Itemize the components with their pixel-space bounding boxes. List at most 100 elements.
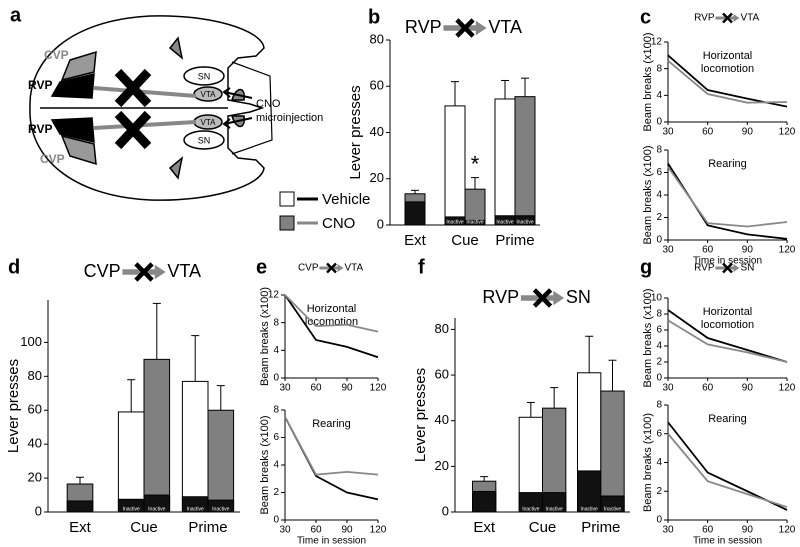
region-label: VTA — [201, 90, 217, 99]
bar — [117, 411, 145, 513]
bar — [514, 96, 536, 226]
x-tick-label: Ext — [69, 519, 92, 536]
data-line — [667, 163, 788, 240]
x-tick-label: 90 — [742, 525, 754, 536]
inactive-label: Inactive — [516, 219, 533, 225]
chart-title: Horizontal — [307, 303, 357, 315]
title-source: RVP — [694, 13, 715, 24]
inactive-label: Inactive — [604, 506, 621, 512]
x-tick-label: Cue — [130, 519, 158, 536]
chart-title: Rearing — [708, 158, 747, 170]
y-tick-label: 0 — [442, 503, 449, 518]
chart-title: locomotion — [701, 319, 754, 331]
title-arrowhead — [154, 264, 166, 280]
inactive-bar — [207, 499, 235, 513]
legend-label: Vehicle — [322, 191, 370, 208]
title-source: CVP — [84, 261, 121, 281]
inactive-bar — [404, 201, 426, 226]
y-tick-label: 10 — [651, 293, 663, 304]
x-tick-label: 30 — [662, 383, 674, 394]
y-tick-label: 4 — [273, 345, 279, 356]
brain-diagram — [29, 15, 273, 201]
y-tick-label: 0 — [656, 373, 662, 384]
y-tick-label: 8 — [656, 145, 662, 156]
chart-title: Rearing — [708, 413, 747, 425]
y-tick-label: 100 — [20, 334, 42, 349]
legend-swatch — [279, 215, 295, 231]
x-tick-label: 60 — [310, 383, 322, 394]
y-axis-label: Lever presses — [412, 368, 429, 462]
data-line — [284, 294, 379, 359]
region-label: SN — [198, 135, 211, 145]
y-tick-label: 6 — [656, 167, 662, 178]
title-target: VTA — [345, 263, 364, 274]
y-tick-label: 20 — [435, 458, 449, 473]
title-x — [722, 262, 733, 274]
x-axis-label: Time in session — [693, 256, 762, 267]
title-source: RVP — [482, 287, 519, 307]
x-tick-label: 120 — [370, 383, 387, 394]
bar — [181, 380, 209, 513]
x-tick-label: 90 — [742, 127, 754, 138]
x-tick-label: 30 — [279, 525, 291, 536]
title-arrowhead — [553, 290, 565, 306]
title-target: VTA — [167, 261, 201, 281]
y-axis-label: Beam breaks (x100) — [642, 288, 654, 387]
inactive-label: Inactive — [123, 506, 140, 512]
bar — [444, 105, 466, 226]
inactive-bar — [143, 494, 171, 513]
title-source: CVP — [298, 263, 319, 274]
y-tick-label: 80 — [28, 368, 42, 383]
panel-label: b — [368, 6, 380, 28]
chart-title: locomotion — [701, 63, 754, 75]
x-tick-label: Ext — [473, 519, 496, 536]
x-axis-label: Time in session — [297, 536, 366, 547]
y-tick-label: 8 — [656, 309, 662, 320]
y-tick-label: 4 — [656, 190, 662, 201]
y-tick-label: 8 — [273, 317, 279, 328]
y-tick-label: 2 — [656, 212, 662, 223]
x-tick-label: 60 — [702, 127, 714, 138]
inactive-bar — [514, 215, 536, 226]
title-source: RVP — [694, 263, 715, 274]
x-tick-label: 30 — [279, 383, 291, 394]
y-tick-label: 8 — [656, 400, 662, 411]
y-axis-label: Beam breaks (x100) — [259, 287, 271, 386]
y-tick-label: 20 — [28, 470, 42, 485]
legend: Vehicle CNO — [279, 191, 370, 232]
inactive-label: Inactive — [546, 506, 563, 512]
y-tick-label: 40 — [435, 412, 449, 427]
inactive-label: Inactive — [581, 506, 598, 512]
y-axis-label: Lever presses — [5, 359, 22, 453]
region-label: CVP — [40, 152, 65, 166]
inactive-bar — [464, 219, 486, 226]
inactive-bar — [542, 492, 567, 513]
injection-label: CNO — [256, 98, 281, 110]
y-tick-label: 6 — [656, 325, 662, 336]
title-arrowhead — [733, 264, 740, 272]
title-source: RVP — [405, 17, 442, 37]
inactive-label: Inactive — [496, 219, 513, 225]
y-tick-label: 8 — [656, 63, 662, 74]
chart-title: Horizontal — [703, 306, 753, 318]
region-label: VTA — [201, 118, 217, 127]
title-x — [326, 262, 337, 274]
bar — [494, 98, 516, 226]
x-tick-label: 90 — [742, 383, 754, 394]
x-tick-label: 30 — [662, 127, 674, 138]
title-target: VTA — [741, 13, 760, 24]
data-line — [667, 433, 788, 508]
y-tick-label: 40 — [370, 124, 384, 139]
y-tick-label: 4 — [656, 457, 662, 468]
y-tick-label: 0 — [656, 235, 662, 246]
title-x — [532, 288, 553, 308]
title-arrowhead — [337, 264, 344, 272]
x-tick-label: 60 — [702, 525, 714, 536]
data-line — [667, 166, 788, 228]
legend-label: CNO — [322, 215, 355, 232]
inactive-label: Inactive — [212, 506, 229, 512]
y-tick-label: 0 — [273, 373, 279, 384]
y-tick-label: 4 — [656, 90, 662, 101]
x-tick-label: 120 — [779, 525, 796, 536]
